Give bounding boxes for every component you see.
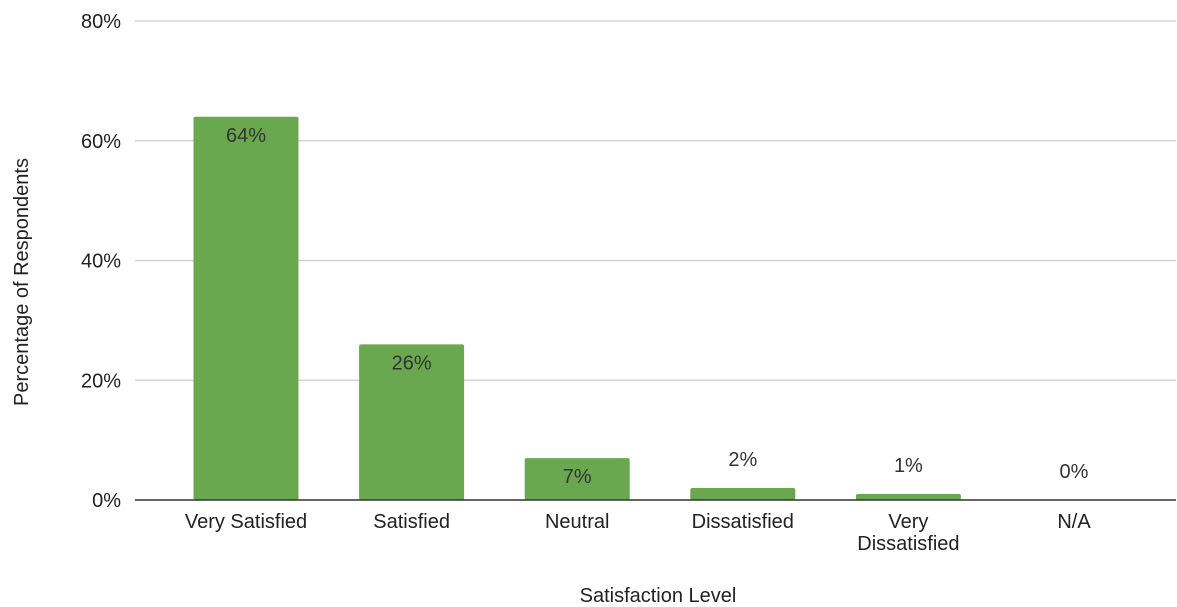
x-category-label: Neutral: [545, 511, 609, 533]
y-axis-tick-labels: 0% 20% 40% 60% 80%: [81, 11, 121, 512]
data-label: 26%: [392, 352, 432, 374]
x-category-label: Very Satisfied: [185, 511, 307, 533]
x-category-label-line: Dissatisfied: [692, 511, 794, 533]
y-tick-label: 40%: [81, 251, 121, 273]
bars: [193, 116, 961, 501]
x-category-label-line: Very Satisfied: [185, 511, 307, 533]
bar: [524, 458, 630, 500]
data-label: 7%: [563, 466, 592, 488]
y-tick-label: 20%: [81, 370, 121, 392]
y-tick-label: 60%: [81, 131, 121, 153]
y-tick-label: 80%: [81, 11, 121, 33]
x-category-label-line: Satisfied: [373, 511, 450, 533]
bar: [855, 494, 961, 500]
x-category-label: Dissatisfied: [692, 511, 794, 533]
x-category-label-line: Very: [888, 511, 928, 533]
data-label: 2%: [728, 449, 757, 471]
gridlines: [135, 20, 1176, 381]
x-category-label-line: N/A: [1057, 511, 1091, 533]
data-label: 1%: [894, 455, 923, 477]
bar: [359, 344, 465, 500]
y-axis-title: Percentage of Respondents: [11, 158, 33, 406]
y-tick-label: 0%: [92, 490, 121, 512]
x-axis-title: Satisfaction Level: [580, 585, 737, 607]
x-category-label: Very Dissatisfied: [857, 511, 959, 555]
data-label: 0%: [1060, 461, 1089, 483]
x-category-label: N/A: [1057, 511, 1091, 533]
bar: [690, 488, 796, 500]
x-axis-category-labels: Very Satisfied Satisfied Neutral Dissatisfi…: [185, 511, 1091, 555]
x-category-label: Satisfied: [373, 511, 450, 533]
data-label: 64%: [226, 125, 266, 147]
x-category-label-line: Dissatisfied: [857, 533, 959, 555]
data-labels: 64% 26% 7% 2% 1% 0%: [226, 125, 1089, 488]
bar: [193, 116, 299, 501]
x-category-label-line: Neutral: [545, 511, 609, 533]
